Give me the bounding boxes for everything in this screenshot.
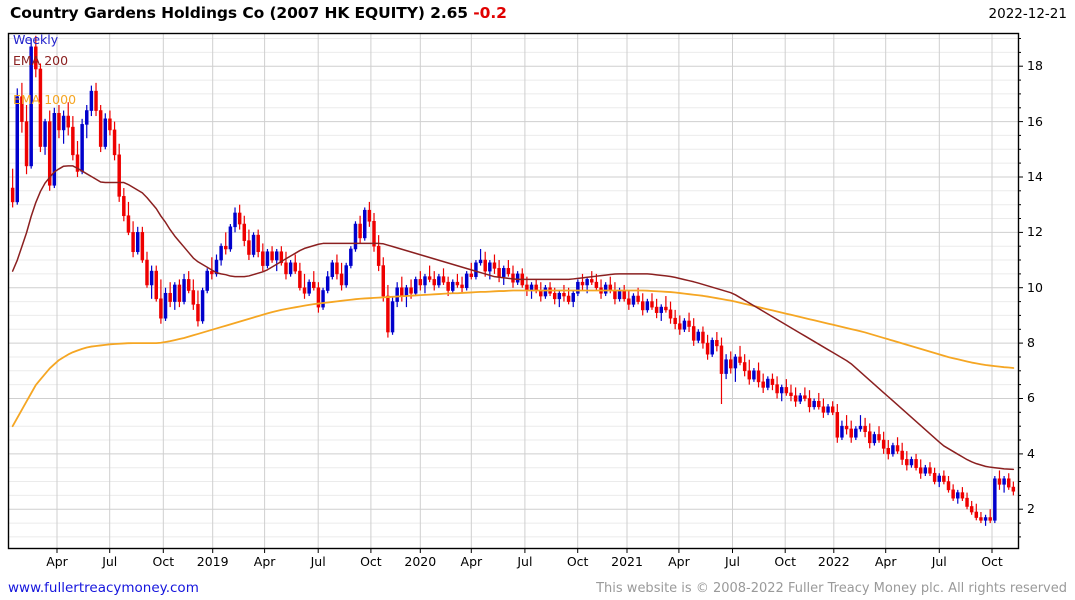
- price-change-value: -0.2: [473, 4, 507, 22]
- footer-copyright: This website is © 2008-2022 Fuller Treac…: [596, 581, 1067, 596]
- plot-frame: [7, 32, 1020, 550]
- y-axis-tick-label: 8: [1027, 335, 1035, 351]
- x-axis-tick-label: Apr: [253, 554, 276, 569]
- ema-1000-line: [11, 289, 1015, 428]
- x-axis-tick-label: Jul: [724, 554, 741, 569]
- instrument-title-text: Country Gardens Holdings Co (2007 HK EQU…: [10, 4, 468, 22]
- x-axis-tick-label: 2021: [611, 554, 643, 569]
- x-axis-tick-label: 2022: [817, 554, 850, 569]
- x-axis-tick-label: Apr: [874, 554, 897, 569]
- x-axis-tick-label: Jul: [310, 554, 326, 569]
- y-axis-tick-label: 4: [1027, 445, 1035, 461]
- x-axis-tick-label: Oct: [774, 554, 797, 569]
- legend-interval-label: Weekly: [13, 32, 59, 47]
- x-axis-tick-label: Apr: [460, 554, 483, 569]
- x-axis-tick-label: Jul: [102, 554, 118, 569]
- x-axis-tick-label: Apr: [668, 554, 690, 569]
- x-axis-tick-label: Oct: [360, 554, 382, 569]
- axis-ticks: [56, 38, 1023, 553]
- x-axis-tick-label: 2019: [196, 554, 229, 569]
- chart-date-label: 2022-12-21: [988, 6, 1067, 22]
- x-axis-tick-label: Jul: [517, 554, 533, 569]
- page-title: Country Gardens Holdings Co (2007 HK EQU…: [10, 4, 507, 22]
- x-axis-tick-label: Apr: [46, 554, 68, 569]
- x-axis-tick-label: Jul: [931, 554, 947, 569]
- major-gridlines: [8, 65, 1018, 510]
- y-axis-tick-label: 2: [1027, 501, 1035, 517]
- y-axis-tick-label: 6: [1027, 390, 1035, 406]
- candlestick-series[interactable]: [10, 35, 1016, 526]
- y-axis-tick-label: 10: [1027, 279, 1043, 295]
- y-axis-tick-label: 12: [1027, 224, 1043, 240]
- legend-ema-1000-label: EMA 1000: [13, 92, 77, 107]
- x-axis-tick-label: Oct: [566, 554, 589, 569]
- y-axis-tick-label: 14: [1027, 168, 1043, 184]
- legend-ema-200-label: EMA 200: [13, 53, 69, 68]
- y-axis-tick-label: 18: [1027, 58, 1043, 74]
- ema-200-line: [11, 165, 1015, 471]
- y-axis-tick-label: 16: [1027, 113, 1043, 129]
- minor-gridlines: [8, 38, 1018, 538]
- x-axis-tick-label: 2020: [404, 554, 437, 569]
- footer-website-link[interactable]: www.fullertreacymoney.com: [8, 580, 199, 596]
- x-axis-tick-label: Oct: [981, 554, 1003, 569]
- x-axis-tick-label: Oct: [152, 554, 175, 569]
